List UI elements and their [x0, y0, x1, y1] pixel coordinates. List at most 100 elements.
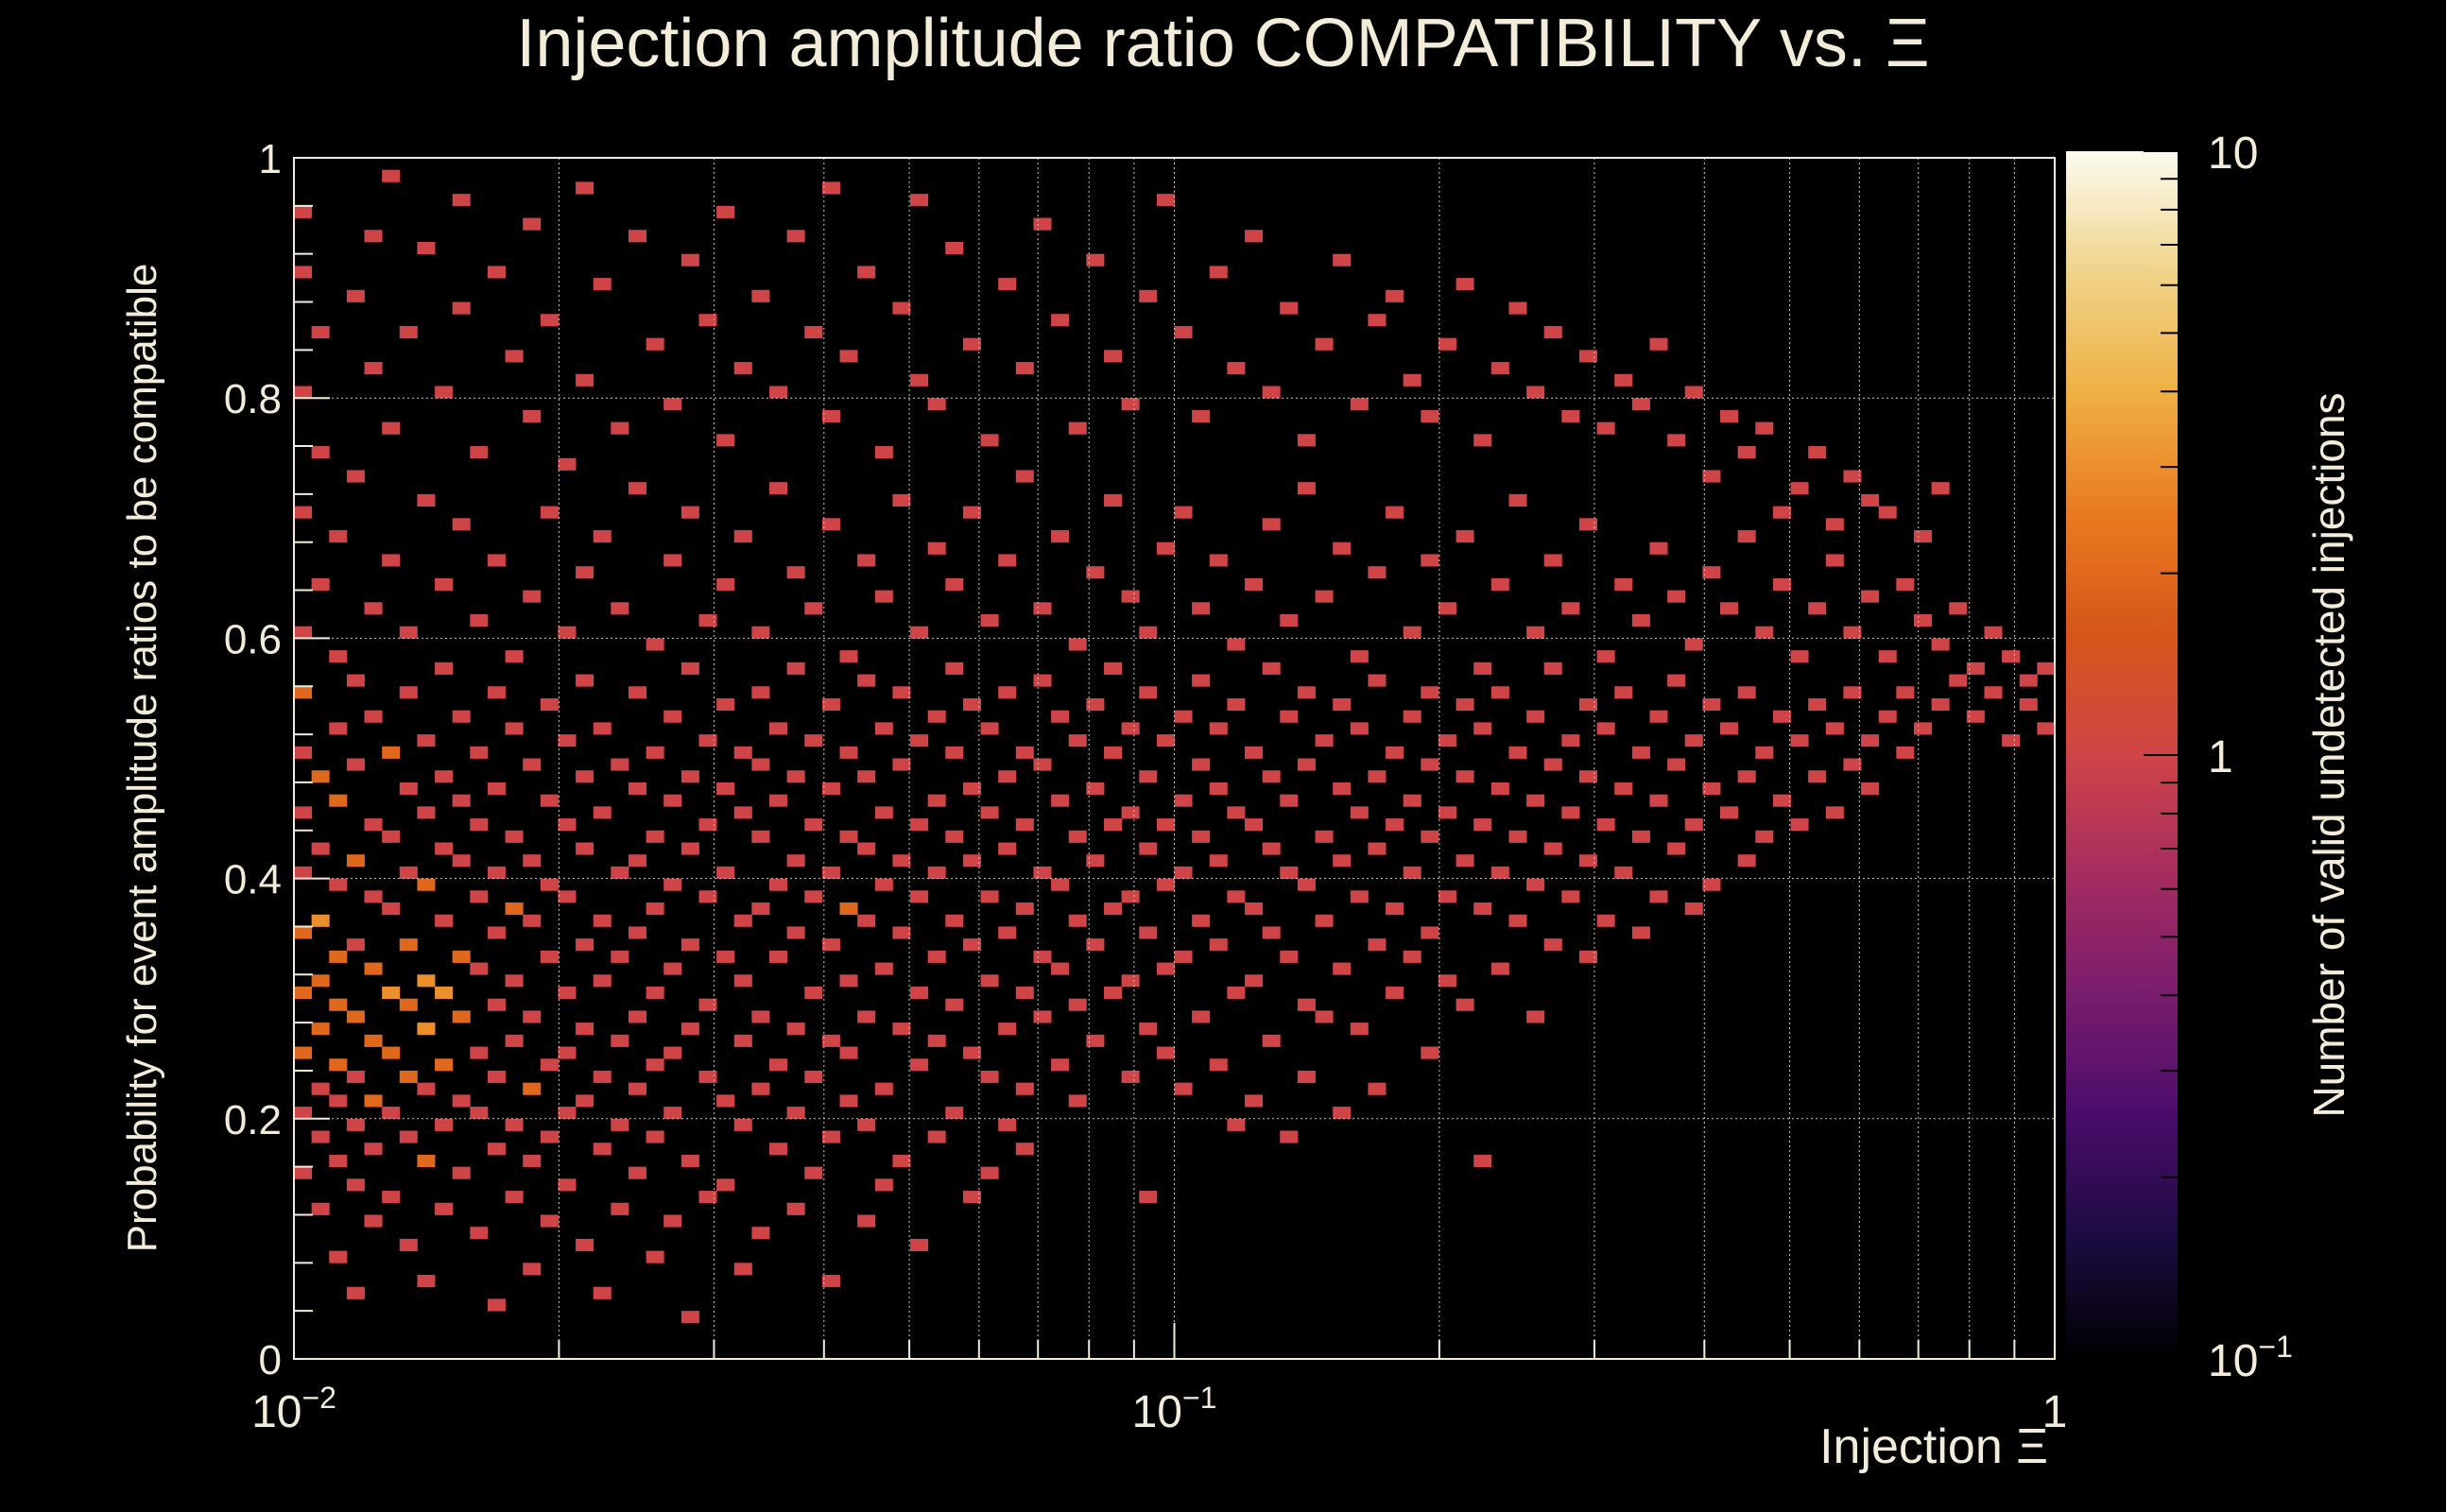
heatmap-cell	[646, 1130, 664, 1143]
heatmap-cell	[945, 998, 964, 1011]
heatmap-cell	[1386, 506, 1404, 519]
heatmap-cell	[663, 794, 682, 807]
heatmap-cell	[962, 938, 981, 952]
heatmap-cell	[1543, 758, 1562, 771]
heatmap-cell	[1649, 890, 1668, 903]
heatmap-cell	[751, 626, 770, 639]
heatmap-cell	[980, 613, 999, 627]
heatmap-cell	[1878, 650, 1897, 663]
heatmap-cell	[698, 613, 717, 627]
heatmap-cell	[1368, 842, 1387, 855]
heatmap-cell	[857, 842, 876, 855]
heatmap-cell	[452, 1094, 471, 1108]
heatmap-cell	[1280, 301, 1299, 315]
heatmap-cell	[523, 1082, 542, 1095]
heatmap-cell	[1386, 818, 1404, 832]
heatmap-cell	[927, 1130, 946, 1143]
heatmap-cell	[998, 278, 1017, 291]
heatmap-cell	[1280, 794, 1299, 807]
heatmap-cell	[1790, 482, 1809, 495]
heatmap-cell	[382, 830, 401, 843]
heatmap-cell	[435, 662, 454, 675]
heatmap-cell	[857, 266, 876, 279]
heatmap-cell	[311, 770, 330, 783]
heatmap-cell	[1297, 878, 1316, 891]
heatmap-cell	[1684, 818, 1703, 832]
heatmap-cell	[1227, 890, 1246, 903]
heatmap-cell	[294, 806, 313, 819]
heatmap-cell	[1086, 566, 1105, 579]
heatmap-cell	[1949, 602, 1968, 615]
heatmap-cell	[1139, 770, 1158, 783]
heatmap-cell	[329, 1094, 348, 1108]
heatmap-cell	[1139, 926, 1158, 939]
heatmap-cell	[1596, 818, 1615, 832]
heatmap-cell	[329, 1250, 348, 1263]
heatmap-cell	[1614, 866, 1633, 879]
heatmap-cell	[470, 1227, 489, 1240]
heatmap-cell	[680, 842, 699, 855]
heatmap-cell	[540, 314, 559, 327]
heatmap-cell	[1315, 337, 1334, 351]
heatmap-cell	[1368, 1082, 1387, 1095]
heatmap-cell	[1368, 674, 1387, 687]
heatmap-cell	[417, 974, 436, 988]
heatmap-cell	[733, 746, 752, 759]
heatmap-cell	[1843, 758, 1862, 771]
heatmap-cell	[487, 926, 506, 939]
heatmap-cell	[452, 710, 471, 723]
heatmap-cell	[1702, 566, 1721, 579]
heatmap-cell	[1438, 602, 1456, 615]
heatmap-cell	[346, 289, 365, 302]
heatmap-cell	[821, 1275, 840, 1288]
heatmap-cell	[751, 830, 770, 843]
heatmap-cell	[1878, 710, 1897, 723]
heatmap-cell	[1262, 1034, 1281, 1047]
heatmap-cell	[382, 1046, 401, 1059]
heatmap-cell	[1262, 770, 1281, 783]
heatmap-cell	[1086, 697, 1105, 712]
heatmap-cell	[417, 1082, 436, 1095]
heatmap-cell	[628, 482, 646, 495]
heatmap-cell	[1561, 409, 1580, 423]
heatmap-cell	[1508, 493, 1527, 507]
heatmap-cell	[1508, 746, 1527, 759]
heatmap-cell	[1245, 230, 1264, 243]
heatmap-cell	[1015, 746, 1034, 759]
heatmap-cell	[804, 986, 823, 1000]
heatmap-cell	[1192, 914, 1211, 927]
heatmap-cell	[329, 950, 348, 963]
heatmap-cell	[663, 710, 682, 723]
heatmap-cell	[646, 1250, 664, 1263]
heatmap-cell	[1209, 854, 1228, 868]
heatmap-cell	[294, 986, 313, 1000]
heatmap-cell	[733, 974, 752, 988]
heatmap-cell	[874, 446, 893, 459]
heatmap-cell	[399, 938, 418, 952]
heatmap-cell	[1931, 638, 1950, 651]
heatmap-cell	[1755, 830, 1774, 843]
y-tick-label: 1	[259, 136, 282, 182]
heatmap-cell	[1737, 770, 1756, 783]
heatmap-cell	[1139, 1191, 1158, 1204]
heatmap-cell	[1297, 758, 1316, 771]
heatmap-cell	[1631, 398, 1650, 411]
heatmap-cell	[329, 794, 348, 807]
heatmap-cell	[1103, 350, 1123, 363]
heatmap-cell	[1280, 710, 1299, 723]
heatmap-cell	[1174, 710, 1193, 723]
heatmap-cell	[1596, 914, 1615, 927]
heatmap-cell	[716, 1094, 735, 1108]
heatmap-cell	[751, 289, 770, 302]
heatmap-cell	[1350, 890, 1369, 903]
heatmap-cell	[663, 554, 682, 567]
heatmap-cell	[1103, 818, 1123, 832]
heatmap-cell	[558, 626, 577, 639]
heatmap-cell	[1192, 409, 1211, 423]
heatmap-cell	[1350, 650, 1369, 663]
heatmap-cell	[680, 770, 699, 783]
heatmap-cell	[1280, 866, 1299, 879]
heatmap-cell	[523, 1263, 542, 1276]
heatmap-cell	[980, 1166, 999, 1179]
